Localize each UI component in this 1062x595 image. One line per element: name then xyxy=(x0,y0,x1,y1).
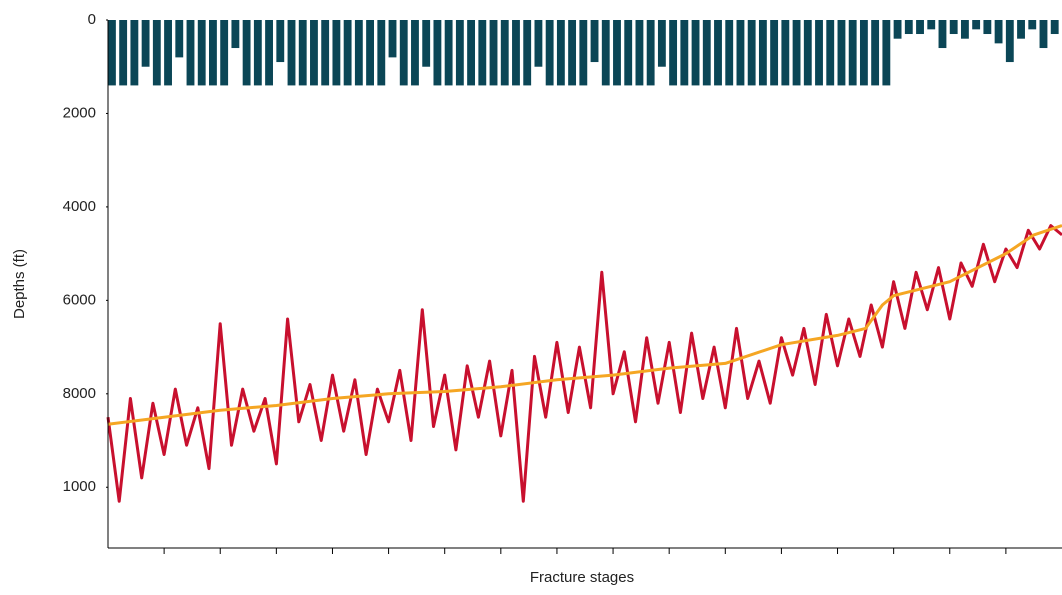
bar xyxy=(994,20,1003,44)
bar xyxy=(512,20,520,86)
bar xyxy=(691,20,700,86)
bar xyxy=(657,20,666,67)
bar xyxy=(523,20,532,86)
bar xyxy=(871,20,880,86)
bar xyxy=(276,20,285,63)
bar xyxy=(893,20,902,39)
bar xyxy=(141,20,150,67)
bar xyxy=(837,20,846,86)
bar xyxy=(130,20,139,86)
bar xyxy=(781,20,790,86)
bar xyxy=(377,20,386,86)
y-tick-label: 8000 xyxy=(63,385,96,402)
bar xyxy=(770,20,779,86)
bar xyxy=(388,20,397,58)
bar xyxy=(859,20,868,86)
bar xyxy=(680,20,689,86)
bar xyxy=(972,20,981,30)
bar xyxy=(399,20,408,86)
bar xyxy=(164,20,172,86)
bar xyxy=(231,20,240,49)
bar xyxy=(747,20,756,86)
bar xyxy=(1005,20,1014,63)
bar xyxy=(702,20,711,86)
bar xyxy=(882,20,891,86)
bar xyxy=(253,20,262,86)
bar xyxy=(175,20,184,58)
bar xyxy=(209,20,217,86)
bar xyxy=(590,20,599,63)
bar xyxy=(489,20,498,86)
bar xyxy=(815,20,823,86)
bar xyxy=(444,20,453,86)
bar xyxy=(467,20,476,86)
bar xyxy=(119,20,128,86)
bar xyxy=(613,20,621,86)
y-tick-label: 6000 xyxy=(63,291,96,308)
y-tick-label: 4000 xyxy=(63,198,96,215)
bar xyxy=(411,20,419,86)
bar xyxy=(433,20,442,86)
bar xyxy=(1050,20,1059,35)
bar xyxy=(108,20,116,86)
bar xyxy=(646,20,655,86)
bar xyxy=(287,20,296,86)
bar xyxy=(916,20,924,35)
bar xyxy=(601,20,610,86)
line xyxy=(106,224,1062,503)
bar xyxy=(1017,20,1025,39)
bar xyxy=(568,20,577,86)
bar xyxy=(152,20,161,86)
bar xyxy=(803,20,812,86)
y-tick-label: 0 xyxy=(88,11,96,28)
bar xyxy=(635,20,644,86)
bar xyxy=(455,20,464,86)
bar xyxy=(478,20,487,86)
bar xyxy=(220,20,229,86)
bar xyxy=(938,20,947,49)
bar xyxy=(848,20,857,86)
bar xyxy=(422,20,431,67)
bar xyxy=(792,20,801,86)
bar xyxy=(949,20,958,35)
bar xyxy=(624,20,633,86)
bar xyxy=(186,20,195,86)
bar xyxy=(736,20,745,86)
bar xyxy=(556,20,565,86)
bar xyxy=(343,20,352,86)
bar xyxy=(1039,20,1048,49)
bar xyxy=(366,20,374,86)
bar xyxy=(534,20,543,67)
y-axis-label: Depths (ft) xyxy=(11,249,28,319)
bar xyxy=(354,20,363,86)
bar xyxy=(310,20,318,86)
bar xyxy=(242,20,251,86)
bar xyxy=(265,20,273,86)
bar xyxy=(332,20,341,86)
bar xyxy=(904,20,913,35)
bar xyxy=(321,20,330,86)
x-axis-label: Fracture stages xyxy=(530,569,634,586)
bar xyxy=(1028,20,1037,30)
y-tick-label: 1000 xyxy=(63,478,96,495)
line xyxy=(107,224,1062,426)
bar xyxy=(714,20,722,86)
bar xyxy=(197,20,206,86)
bar xyxy=(579,20,588,86)
bar xyxy=(983,20,992,35)
y-tick-label: 2000 xyxy=(63,104,96,121)
bar xyxy=(758,20,767,86)
bar xyxy=(927,20,936,30)
bar xyxy=(826,20,835,86)
bar xyxy=(545,20,554,86)
bar xyxy=(500,20,509,86)
bar xyxy=(725,20,734,86)
bar xyxy=(298,20,307,86)
bar xyxy=(960,20,969,39)
bar xyxy=(669,20,678,86)
